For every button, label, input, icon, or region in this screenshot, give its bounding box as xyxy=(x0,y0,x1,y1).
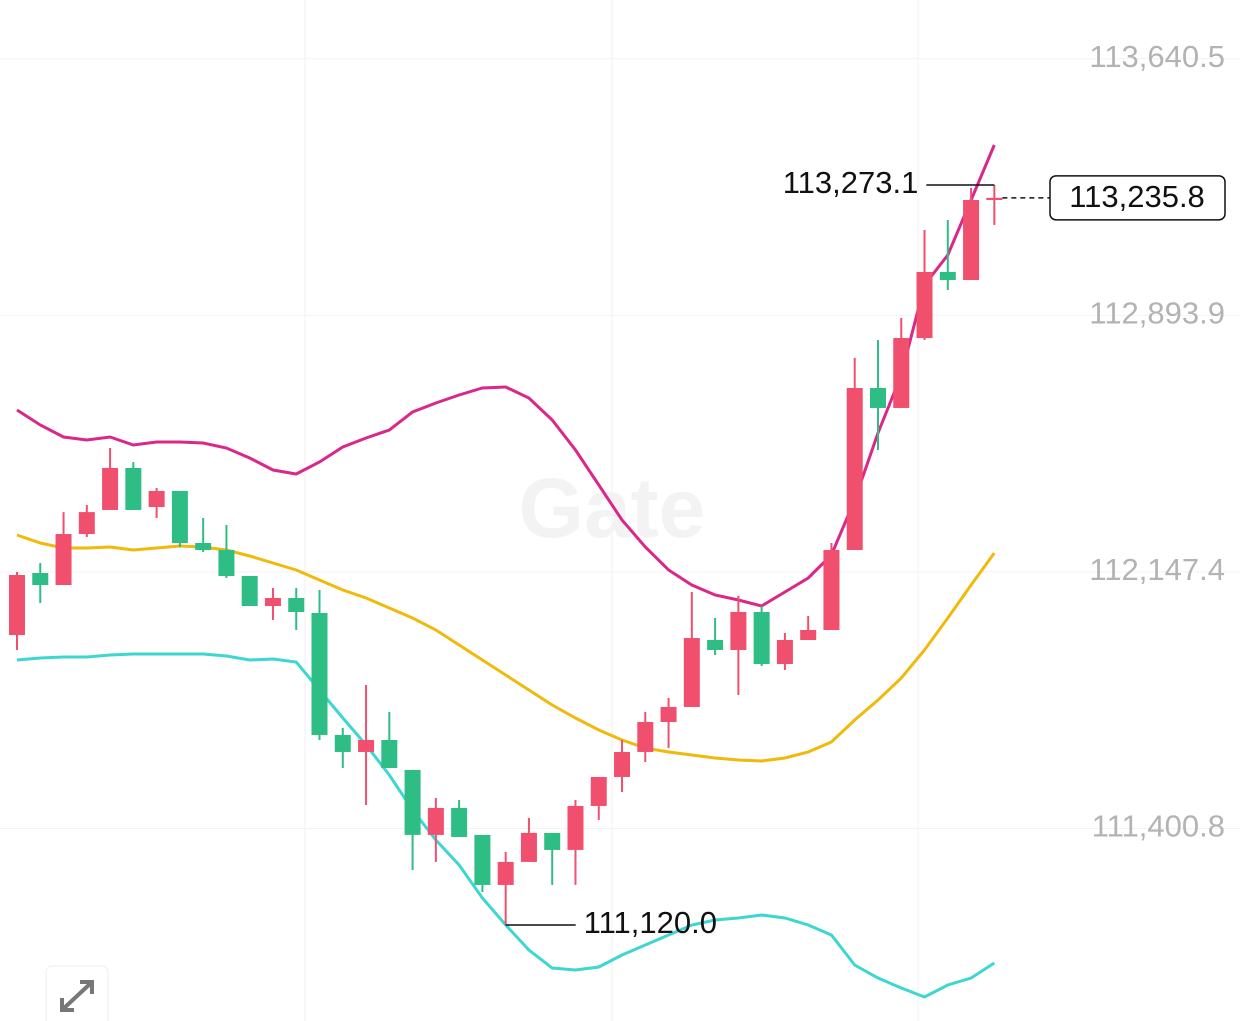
expand-button[interactable] xyxy=(45,965,109,1021)
expand-icon[interactable] xyxy=(60,980,94,1012)
candle-body xyxy=(614,751,631,777)
y-tick-label: 112,893.9 xyxy=(1089,296,1225,331)
candle-body xyxy=(218,550,235,576)
candle-body xyxy=(963,199,980,281)
candle-body xyxy=(683,637,700,707)
candle-body xyxy=(544,832,561,850)
candle-body xyxy=(404,769,421,835)
candle-body xyxy=(986,197,1003,200)
candle-body xyxy=(264,597,281,606)
candle-body xyxy=(288,597,305,612)
watermark: Gate xyxy=(519,461,706,555)
candle-body xyxy=(893,338,910,408)
candle-body xyxy=(241,575,258,606)
candle-body xyxy=(800,629,817,641)
candle-body xyxy=(660,706,677,722)
candle-body xyxy=(939,271,956,281)
candle-body xyxy=(869,387,886,408)
candle-body xyxy=(78,512,95,535)
candle-body xyxy=(148,490,165,508)
candle-body xyxy=(637,721,654,752)
candle-body xyxy=(427,807,444,835)
candle-body xyxy=(9,574,25,636)
candle-body xyxy=(334,734,351,752)
candle-body xyxy=(707,640,724,650)
candle-body xyxy=(311,613,328,735)
candle-body xyxy=(171,490,188,543)
candle-body xyxy=(823,550,840,630)
candle-body xyxy=(916,271,933,339)
high-marker-label: 113,273.1 xyxy=(783,165,919,200)
candle-body xyxy=(567,805,584,850)
candle-body xyxy=(358,739,375,752)
candle-body xyxy=(730,611,747,650)
candle-body xyxy=(195,542,212,551)
candle-body xyxy=(846,387,863,551)
candle-body xyxy=(451,807,468,837)
y-tick-label: 113,640.5 xyxy=(1089,39,1225,74)
candle-body xyxy=(474,834,491,885)
low-marker-label: 111,120.0 xyxy=(584,905,717,940)
candle-body xyxy=(125,467,142,510)
candle-body xyxy=(753,611,770,665)
candle-body xyxy=(102,467,119,510)
candle-body xyxy=(381,739,398,768)
last-price-label: 113,235.8 xyxy=(1069,179,1205,214)
band-line xyxy=(16,533,996,763)
candle-body xyxy=(590,776,607,806)
band-line xyxy=(16,652,996,999)
y-tick-label: 111,400.8 xyxy=(1092,809,1225,844)
candle-body xyxy=(32,573,49,585)
y-tick-label: 112,147.4 xyxy=(1089,552,1225,587)
candle-body xyxy=(497,861,514,885)
candle-body xyxy=(55,534,72,585)
candle-body xyxy=(776,640,793,665)
last-price-box xyxy=(1049,175,1226,221)
candle-body xyxy=(520,832,537,862)
